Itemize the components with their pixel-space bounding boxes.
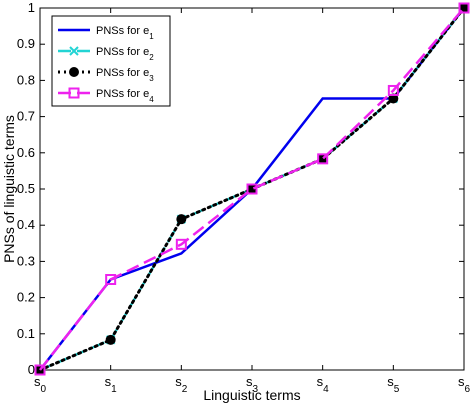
y-tick-label: 0.2 xyxy=(17,290,35,305)
legend-entry: PNSs for e1 xyxy=(96,25,154,41)
x-tick-label: s2 xyxy=(175,374,188,395)
y-tick-label: 0 xyxy=(28,362,35,377)
y-tick-label: 0.9 xyxy=(17,36,35,51)
legend-marker xyxy=(69,67,79,77)
series-layer xyxy=(34,2,470,376)
data-point-e3 xyxy=(176,214,187,225)
x-tick-label: s4 xyxy=(317,374,330,395)
y-tick-label: 1 xyxy=(28,0,35,15)
data-point-e4 xyxy=(105,274,117,285)
y-axis-label: PNSs of linguistic terms xyxy=(1,115,17,263)
y-tick-label: 0.8 xyxy=(17,72,35,87)
legend-marker xyxy=(69,46,79,56)
y-tick-label: 0.1 xyxy=(17,326,35,341)
x-tick-label: s5 xyxy=(387,374,400,395)
y-tick-label: 0.5 xyxy=(17,181,35,196)
legend: PNSs for e1 PNSs for e2 PNSs for e3 PNSs fo… xyxy=(51,15,171,107)
y-tick-label: 0.7 xyxy=(17,109,35,124)
data-point-e4 xyxy=(458,2,470,14)
y-tick-label: 0.4 xyxy=(17,217,35,232)
series-line-e4 xyxy=(39,7,465,371)
x-tick-label: s6 xyxy=(458,374,471,395)
x-axis-label: Linguistic terms xyxy=(203,387,300,403)
x-tick-label: s1 xyxy=(105,374,118,395)
x-tick-label: s3 xyxy=(246,374,259,395)
data-point-e3 xyxy=(105,334,116,345)
data-point-e4 xyxy=(34,364,46,376)
data-point-e4 xyxy=(387,84,399,96)
legend-entry: PNSs for e4 xyxy=(96,88,154,104)
data-point-e4 xyxy=(246,183,258,195)
y-tick-label: 0.6 xyxy=(17,145,35,160)
legend-marker xyxy=(68,87,80,99)
data-point-e4 xyxy=(175,238,187,250)
axis-ticks: 0 0.1 0.2 0.3 0.4 0.5 0.6 0.7 0.8 0.9 1 s0 s1 s2 s3 s4 s… xyxy=(17,0,471,395)
x-tick-label: s0 xyxy=(34,374,47,395)
legend-entry: PNSs for e2 xyxy=(96,46,154,62)
legend-entry: PNSs for e3 xyxy=(96,67,154,83)
data-point-e4 xyxy=(317,153,329,165)
y-tick-label: 0.3 xyxy=(17,253,35,268)
